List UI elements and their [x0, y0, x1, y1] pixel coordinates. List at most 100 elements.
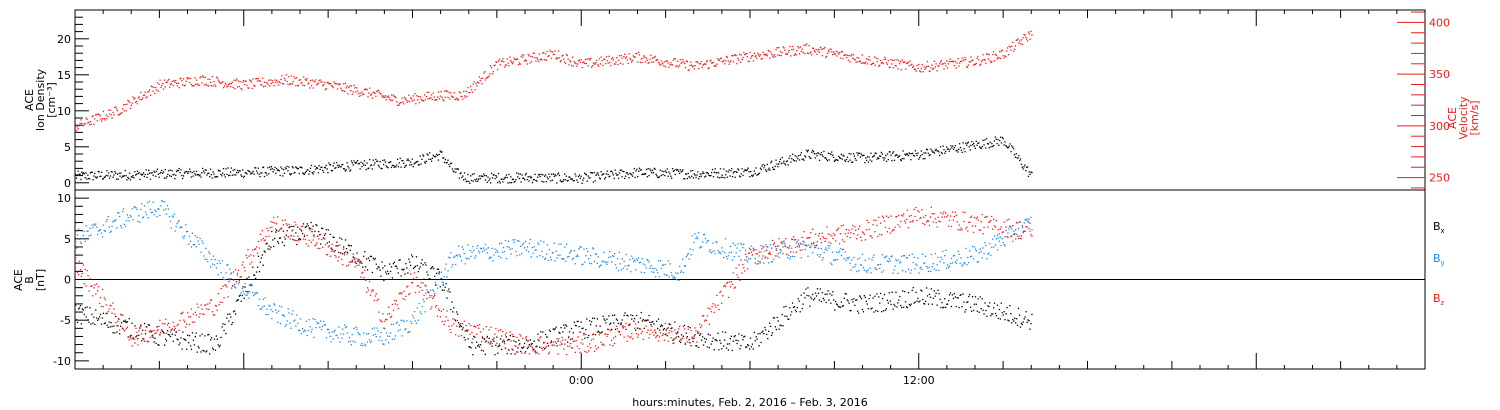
velocity-point — [422, 99, 424, 102]
bfield-point-bz — [497, 346, 499, 348]
bfield-point-bx — [233, 310, 236, 312]
bfield-point-bz — [356, 264, 358, 267]
bfield-point-by — [447, 270, 449, 272]
bfield-point-by — [125, 219, 127, 222]
density-point — [684, 173, 687, 175]
bfield-point-by — [853, 257, 855, 259]
velocity-point — [974, 63, 976, 65]
velocity-point — [660, 60, 662, 62]
velocity-point — [218, 81, 220, 83]
bfield-point-bz — [567, 345, 569, 347]
bfield-point-by — [313, 336, 315, 338]
velocity-point — [647, 62, 649, 64]
bfield-point-by — [88, 235, 90, 237]
velocity-point — [497, 60, 500, 62]
velocity-point — [510, 61, 513, 63]
bfield-point-by — [854, 265, 856, 268]
bfield-point-bx — [997, 317, 999, 319]
density-point — [203, 172, 206, 174]
velocity-point — [642, 57, 644, 59]
density-point — [108, 177, 111, 179]
velocity-point — [634, 56, 636, 58]
density-point — [188, 171, 190, 173]
bfield-point-bz — [363, 277, 365, 279]
velocity-point — [392, 94, 394, 96]
bfield-point-bx — [697, 332, 699, 334]
velocity-point — [761, 57, 763, 60]
density-point — [222, 172, 224, 174]
density-point — [870, 152, 872, 154]
velocity-point — [292, 81, 294, 83]
bfield-point-bx — [296, 243, 298, 246]
bfield-point-bx — [1021, 323, 1023, 326]
bfield-point-bz — [378, 311, 380, 313]
density-point — [966, 142, 969, 144]
bfield-point-bz — [743, 267, 745, 269]
density-point — [567, 179, 569, 182]
bfield-point-bz — [603, 344, 605, 346]
bfield-point-bx — [998, 308, 1000, 311]
bfield-point-bx — [381, 261, 383, 263]
bfield-point-by — [930, 253, 932, 256]
density-point — [442, 157, 444, 159]
bfield-point-bz — [521, 352, 523, 354]
bfield-point-bz — [86, 270, 88, 272]
density-point — [859, 152, 861, 154]
bfield-point-by — [484, 243, 486, 246]
velocity-point — [986, 53, 989, 56]
bfield-point-by — [549, 256, 552, 258]
bfield-point-by — [797, 239, 799, 241]
bfield-point-by — [335, 334, 337, 337]
density-point — [633, 168, 635, 170]
density-point — [781, 157, 783, 159]
bfield-point-bz — [717, 304, 719, 306]
density-point — [677, 169, 679, 171]
velocity-point — [229, 86, 232, 88]
bfield-point-bz — [139, 327, 141, 330]
density-point — [199, 174, 201, 176]
density-point — [226, 173, 228, 175]
velocity-point — [383, 96, 386, 99]
density-point — [529, 175, 531, 178]
bfield-point-bx — [941, 302, 943, 304]
density-point — [457, 168, 460, 170]
density-point — [890, 154, 892, 156]
velocity-point — [611, 58, 613, 60]
bfield-point-bx — [1000, 302, 1002, 304]
velocity-point — [641, 62, 643, 64]
bfield-point-bz — [620, 323, 622, 325]
bfield-point-bz — [577, 336, 579, 338]
density-point — [852, 153, 855, 155]
density-point — [590, 171, 592, 174]
density-point — [443, 161, 446, 164]
density-point — [103, 176, 105, 178]
velocity-point — [755, 55, 757, 57]
density-point — [430, 158, 432, 160]
velocity-point — [923, 66, 925, 68]
bfield-point-bx — [380, 275, 382, 277]
bfield-point-bz — [102, 306, 105, 308]
bfield-point-bx — [905, 306, 908, 308]
density-point — [256, 172, 259, 174]
density-point — [259, 176, 261, 178]
velocity-point — [520, 56, 522, 58]
bfield-point-by — [290, 327, 292, 329]
density-point — [680, 171, 682, 173]
bfield-point-bx — [670, 327, 672, 330]
bfield-point-by — [994, 244, 997, 246]
density-point — [995, 138, 997, 140]
bfield-point-by — [411, 314, 414, 317]
bfield-point-bx — [736, 342, 738, 345]
bfield-point-bz — [416, 285, 418, 287]
bfield-point-by — [713, 250, 715, 252]
bfield-point-bx — [928, 293, 931, 295]
density-point — [356, 161, 358, 163]
bfield-point-bx — [718, 349, 720, 351]
bfield-point-bz — [461, 323, 463, 325]
density-point — [256, 170, 258, 172]
bfield-point-by — [895, 258, 897, 261]
bfield-point-by — [803, 241, 805, 243]
density-point — [351, 162, 353, 164]
density-point — [272, 171, 274, 173]
velocity-point — [707, 68, 709, 70]
